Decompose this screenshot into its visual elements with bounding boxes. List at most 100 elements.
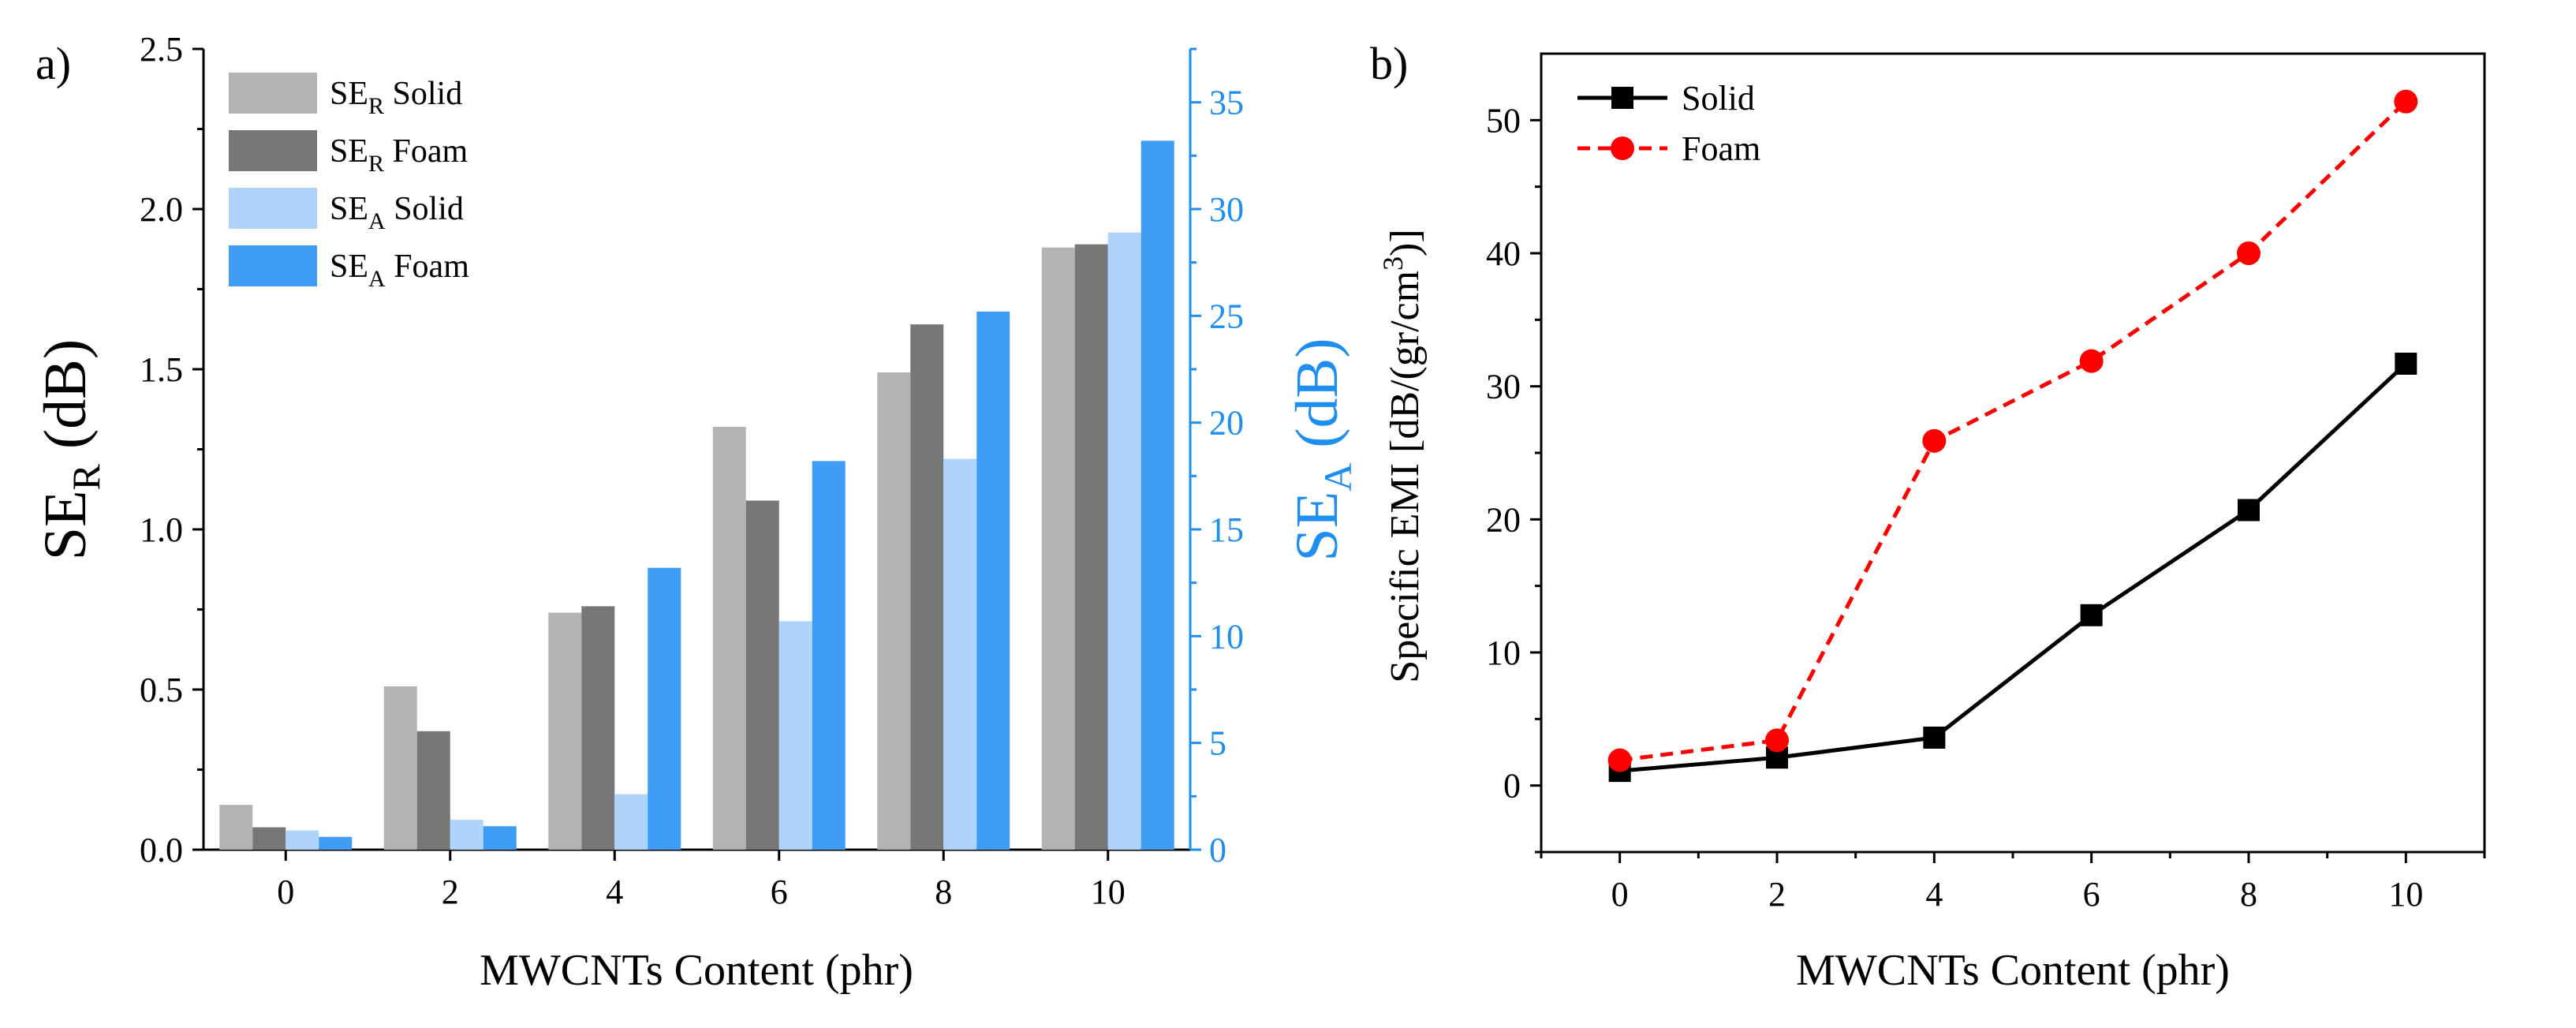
panel-b-point-solid: [1923, 726, 1946, 749]
panel-a-legend-swatch: [229, 130, 317, 171]
panel-b-x-axis-title: MWCNTs Content (phr): [1796, 946, 2230, 995]
panel-a-bar-asolid: [943, 458, 977, 850]
panel-a-legend-label-sub: A: [368, 266, 386, 292]
panel-b-point-foam: [1765, 728, 1789, 753]
panel-a-left-tick-label: 1.0: [140, 510, 183, 549]
panel-a-x-axis-title: MWCNTs Content (phr): [480, 946, 913, 995]
panel-a-bar-asolid: [614, 794, 648, 850]
panel-a-legend-label: SER Foam: [330, 133, 469, 177]
panel-a-right-tick-label: 0: [1209, 831, 1226, 869]
panel-a-left-tick-label: 2.5: [140, 30, 183, 69]
panel-a-left-tick-label: 0.5: [140, 671, 183, 709]
panel-a-legend-label-sub: A: [368, 208, 386, 234]
panel-a-legend-label-main: SE: [330, 76, 368, 112]
panel-a-left-tick-label: 2.0: [140, 190, 183, 229]
panel-a-bar-rsolid: [219, 805, 253, 850]
panel-b-y-tick-label: 20: [1486, 500, 1521, 539]
panel-a-x-tick-label: 0: [277, 873, 294, 911]
panel-b-point-foam: [2079, 349, 2104, 373]
panel-a-bar-afoam: [648, 567, 681, 850]
panel-a-legend-label: SEA Foam: [330, 249, 469, 292]
panel-a-legend-label: SER Solid: [330, 76, 462, 119]
panel-a-x-tick-label: 8: [935, 873, 952, 911]
panel-a-legend-swatch: [229, 245, 317, 286]
panel-a-legend-label-sub: R: [368, 151, 384, 177]
panel-b-line-chart: b) 0 10 20 30 40 50 0 2 4 6 8 10 Solid Foam MWCNTs …: [1370, 38, 2486, 995]
panel-a-bar-rfoam: [581, 606, 615, 850]
panel-a-legend-label-sub: R: [368, 93, 384, 119]
panel-a-legend-label-rest: Solid: [386, 191, 464, 227]
panel-b-x-tick-label: 4: [1925, 875, 1943, 914]
panel-a-bar-rsolid: [383, 686, 417, 850]
panel-a-right-tick-label: 30: [1209, 190, 1244, 229]
panel-a-legend-swatch: [229, 188, 317, 229]
panel-b-point-foam: [2237, 241, 2261, 265]
panel-b-y-axis-title: Specific EMI [dB/(gr/cm3)]: [1377, 229, 1428, 682]
panel-b-y-title-post: )]: [1383, 229, 1428, 256]
panel-a-bar-asolid: [286, 830, 319, 850]
panel-b-x-tick-label: 0: [1611, 875, 1629, 914]
panel-b-y-tick-label: 0: [1503, 767, 1521, 806]
panel-a-x-tick-label: 6: [771, 873, 788, 911]
panel-b-line-solid: [1619, 362, 2408, 773]
panel-a-bar-chart: a) 0.0 0.5 1.0 1.5 2.0 2.5 0 5 10 15 20 25 30 35 0 2 4…: [32, 30, 1360, 995]
panel-a-x-tick-label: 2: [442, 873, 459, 911]
panel-a-bars: [219, 140, 1174, 850]
panel-b-y-tick-label: 10: [1486, 634, 1521, 672]
panel-a-bar-asolid: [778, 621, 812, 850]
panel-a-bar-afoam: [976, 311, 1010, 850]
panel-b-x-tick-label: 10: [2388, 875, 2423, 914]
panel-b-y-ticks: 0 10 20 30 40 50: [1486, 101, 1541, 854]
panel-a-right-tick-label: 20: [1209, 404, 1244, 443]
panel-b-legend-label: Solid: [1682, 79, 1755, 118]
panel-b-lines: [1607, 89, 2418, 783]
panel-b-legend-marker: [1611, 87, 1633, 109]
panel-a-x-tick-label: 10: [1091, 873, 1126, 911]
panel-a-bar-afoam: [1141, 140, 1174, 850]
panel-a-legend-label-rest: Solid: [384, 76, 462, 112]
panel-a-left-ticks: 0.0 0.5 1.0 1.5 2.0 2.5: [140, 30, 203, 869]
panel-b-x-tick-label: 8: [2240, 875, 2257, 914]
panel-b-x-tick-label: 6: [2083, 875, 2100, 914]
panel-b-legend-marker: [1611, 136, 1634, 160]
panel-a-bar-rsolid: [712, 427, 746, 850]
panel-a-right-tick-label: 5: [1209, 724, 1226, 763]
panel-a-bar-rfoam: [745, 500, 779, 850]
panel-b-y-title-pre: Specific EMI [dB/(gr/cm: [1383, 271, 1428, 683]
panel-a-legend-label-main: SE: [330, 133, 368, 170]
panel-a-bar-rsolid: [877, 372, 911, 850]
panel-b-point-solid: [2238, 499, 2260, 521]
panel-b-y-tick-label: 50: [1486, 101, 1521, 140]
panel-a-x-ticks: 0 2 4 6 8 10: [277, 850, 1126, 911]
panel-a-bar-rfoam: [1074, 244, 1108, 850]
panel-a-bar-rfoam: [252, 827, 286, 850]
panel-a-legend-label-rest: Foam: [386, 249, 470, 285]
panel-b-point-foam: [1607, 748, 1632, 772]
panel-a-left-y-axis-title: SER (dB): [32, 339, 108, 560]
panel-a-left-y-title-main: SE: [32, 490, 99, 560]
panel-a-legend-swatch: [229, 73, 317, 114]
panel-b-x-ticks: 0 2 4 6 8 10: [1540, 852, 2486, 914]
panel-a-right-y-title-unit: (dB): [1284, 338, 1350, 462]
panel-a-bar-asolid: [1107, 232, 1141, 850]
panel-b-line-foam: [1619, 99, 2408, 763]
panel-a-legend-label-rest: Foam: [384, 133, 469, 170]
panel-b-point-solid: [2395, 352, 2417, 375]
panel-a-bar-afoam: [319, 836, 353, 850]
panel-a-right-y-axis-title: SEA (dB): [1284, 338, 1360, 561]
panel-b-point-foam: [2394, 89, 2418, 114]
panel-b-point-solid: [2080, 604, 2103, 626]
panel-a-right-tick-label: 25: [1209, 297, 1244, 335]
panel-b-y-title-sup: 3: [1377, 256, 1409, 271]
panel-a-bar-rsolid: [1041, 247, 1075, 850]
panel-a-x-tick-label: 4: [606, 873, 623, 911]
panel-a-legend-label-main: SE: [330, 249, 368, 285]
panel-a-legend-label-main: SE: [330, 191, 368, 227]
panel-a-left-tick-label: 0.0: [140, 831, 183, 869]
panel-a-bar-afoam: [812, 461, 846, 850]
panel-a-bar-rfoam: [416, 731, 450, 850]
panel-a-right-y-title-sub: A: [1316, 463, 1360, 492]
panel-b-y-tick-label: 40: [1486, 234, 1521, 273]
panel-a-right-tick-label: 35: [1209, 84, 1244, 122]
